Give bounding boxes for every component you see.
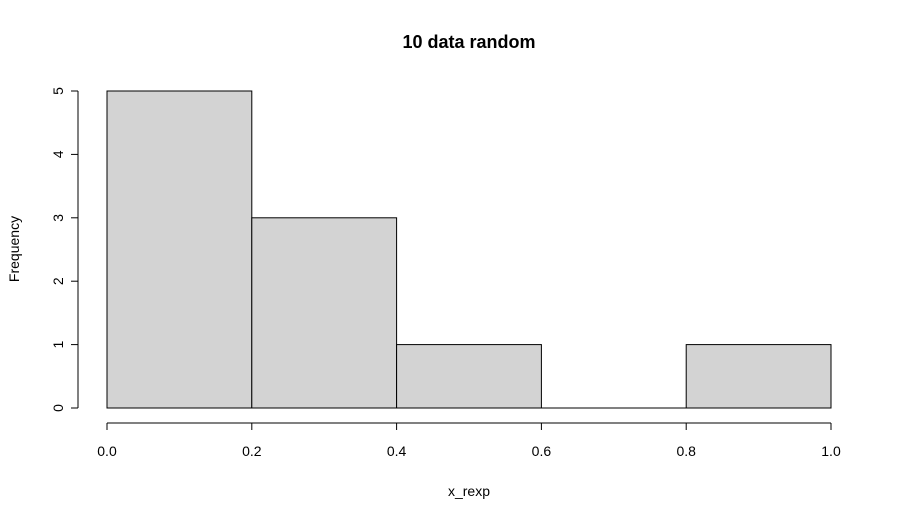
x-tick-label-1: 0.2 <box>242 443 262 459</box>
x-tick-label-5: 1.0 <box>821 443 841 459</box>
y-tick-label-4: 4 <box>50 150 66 158</box>
y-tick-label-1: 1 <box>50 340 66 348</box>
histogram-bar-3 <box>396 344 542 409</box>
histogram-bar-1 <box>106 90 253 409</box>
x-axis-label: x_rexp <box>448 483 490 499</box>
x-tick-label-0: 0.0 <box>97 443 117 459</box>
histogram-bar-5 <box>685 344 832 409</box>
x-tick-label-4: 0.8 <box>676 443 696 459</box>
chart-title: 10 data random <box>402 32 535 52</box>
y-axis-label: Frequency <box>6 216 22 282</box>
x-tick-label-3: 0.6 <box>532 443 552 459</box>
y-tick-label-3: 3 <box>50 214 66 222</box>
y-tick-label-0: 0 <box>50 404 66 412</box>
y-tick-label-5: 5 <box>50 87 66 95</box>
bars-group <box>106 90 832 409</box>
x-tick-label-2: 0.4 <box>387 443 407 459</box>
histogram-bar-2 <box>251 217 398 409</box>
x-axis: 0.0 0.2 0.4 0.6 0.8 1.0 <box>97 422 841 459</box>
y-axis: 0 1 2 3 4 5 <box>50 87 79 412</box>
y-tick-label-2: 2 <box>50 277 66 285</box>
